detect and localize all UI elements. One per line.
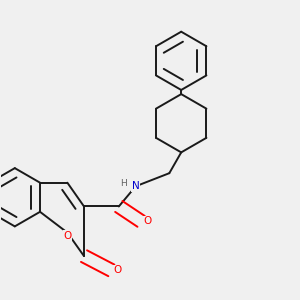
Text: N: N [132,181,140,191]
Text: H: H [120,179,127,188]
Text: O: O [143,216,151,226]
Text: O: O [63,231,71,241]
Text: O: O [114,266,122,275]
